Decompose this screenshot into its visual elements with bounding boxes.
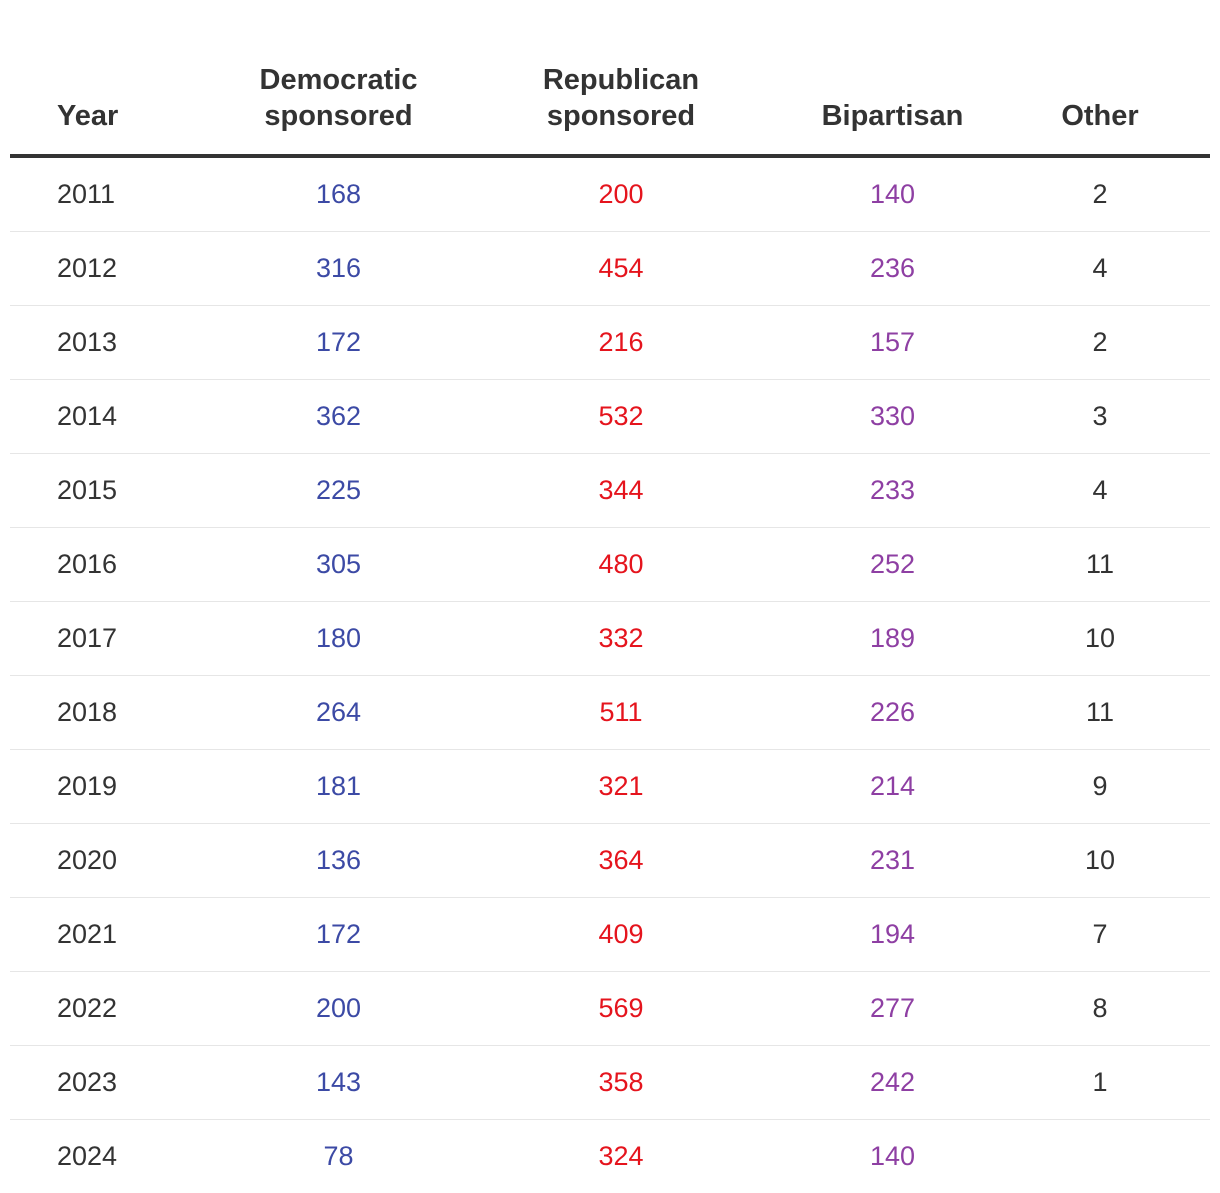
- cell-democratic: 143: [230, 1046, 447, 1120]
- cell-democratic: 181: [230, 750, 447, 824]
- cell-other: 4: [990, 454, 1210, 528]
- cell-democratic: 316: [230, 232, 447, 306]
- cell-year: 2011: [10, 156, 230, 232]
- cell-democratic: 362: [230, 380, 447, 454]
- cell-republican: 364: [447, 824, 795, 898]
- cell-year: 2014: [10, 380, 230, 454]
- cell-republican: 200: [447, 156, 795, 232]
- cell-year: 2018: [10, 676, 230, 750]
- header-text: Republican: [447, 62, 795, 98]
- cell-other: 11: [990, 676, 1210, 750]
- cell-year: 2020: [10, 824, 230, 898]
- cell-year: 2016: [10, 528, 230, 602]
- cell-republican: 216: [447, 306, 795, 380]
- cell-other: 2: [990, 306, 1210, 380]
- cell-bipartisan: 330: [795, 380, 990, 454]
- cell-bipartisan: 226: [795, 676, 990, 750]
- cell-other: 2: [990, 156, 1210, 232]
- cell-democratic: 225: [230, 454, 447, 528]
- column-header-year: Year: [10, 0, 230, 156]
- column-header-bipartisan: Bipartisan: [795, 0, 990, 156]
- cell-year: 2019: [10, 750, 230, 824]
- cell-year: 2017: [10, 602, 230, 676]
- cell-democratic: 172: [230, 898, 447, 972]
- cell-republican: 332: [447, 602, 795, 676]
- cell-other: 11: [990, 528, 1210, 602]
- cell-republican: 569: [447, 972, 795, 1046]
- cell-bipartisan: 189: [795, 602, 990, 676]
- cell-year: 2023: [10, 1046, 230, 1120]
- cell-year: 2021: [10, 898, 230, 972]
- cell-republican: 358: [447, 1046, 795, 1120]
- cell-democratic: 200: [230, 972, 447, 1046]
- cell-democratic: 172: [230, 306, 447, 380]
- header-text: sponsored: [230, 98, 447, 134]
- cell-bipartisan: 236: [795, 232, 990, 306]
- cell-year: 2015: [10, 454, 230, 528]
- header-text: Bipartisan: [795, 98, 990, 134]
- cell-bipartisan: 252: [795, 528, 990, 602]
- column-header-other: Other: [990, 0, 1210, 156]
- cell-bipartisan: 214: [795, 750, 990, 824]
- cell-year: 2022: [10, 972, 230, 1046]
- cell-bipartisan: 233: [795, 454, 990, 528]
- cell-other: 10: [990, 824, 1210, 898]
- header-text: Year: [57, 98, 230, 134]
- cell-bipartisan: 194: [795, 898, 990, 972]
- cell-republican: 454: [447, 232, 795, 306]
- cell-bipartisan: 157: [795, 306, 990, 380]
- cell-other: 1: [990, 1046, 1210, 1120]
- header-row: Year Democratic sponsored Republican spo…: [10, 0, 1210, 156]
- cell-bipartisan: 140: [795, 156, 990, 232]
- data-table-container: Year Democratic sponsored Republican spo…: [10, 0, 1210, 1193]
- cell-other: 9: [990, 750, 1210, 824]
- cell-year: 2013: [10, 306, 230, 380]
- cell-other: 8: [990, 972, 1210, 1046]
- cell-other: 7: [990, 898, 1210, 972]
- cell-republican: 344: [447, 454, 795, 528]
- cell-democratic: 180: [230, 602, 447, 676]
- cell-republican: 532: [447, 380, 795, 454]
- header-text: Democratic: [230, 62, 447, 98]
- cell-republican: 409: [447, 898, 795, 972]
- header-text: Other: [990, 98, 1210, 134]
- cell-bipartisan: 231: [795, 824, 990, 898]
- cell-democratic: 264: [230, 676, 447, 750]
- table-header: Year Democratic sponsored Republican spo…: [10, 0, 1210, 156]
- cell-democratic: 168: [230, 156, 447, 232]
- cell-republican: 480: [447, 528, 795, 602]
- cell-other: 4: [990, 232, 1210, 306]
- cell-year: 2012: [10, 232, 230, 306]
- column-header-democratic: Democratic sponsored: [230, 0, 447, 156]
- column-header-republican: Republican sponsored: [447, 0, 795, 156]
- bills-by-party-table: Year Democratic sponsored Republican spo…: [10, 0, 1210, 1193]
- cell-bipartisan: 242: [795, 1046, 990, 1120]
- cell-republican: 511: [447, 676, 795, 750]
- cell-republican: 321: [447, 750, 795, 824]
- cell-democratic: 305: [230, 528, 447, 602]
- cell-democratic: 136: [230, 824, 447, 898]
- header-text: sponsored: [447, 98, 795, 134]
- cell-other: 3: [990, 380, 1210, 454]
- cell-other: 10: [990, 602, 1210, 676]
- cell-bipartisan: 277: [795, 972, 990, 1046]
